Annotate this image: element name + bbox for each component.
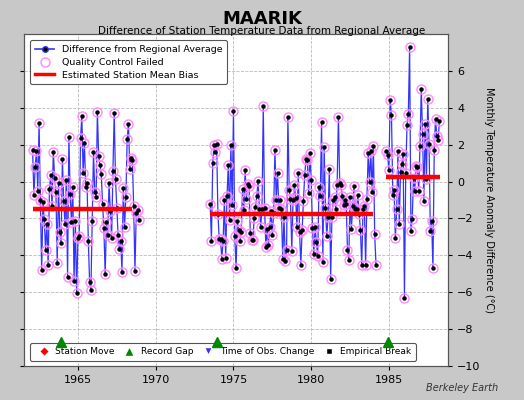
Text: MAARIK: MAARIK [222,10,302,28]
Text: Difference of Station Temperature Data from Regional Average: Difference of Station Temperature Data f… [99,26,425,36]
Legend: Station Move, Record Gap, Time of Obs. Change, Empirical Break: Station Move, Record Gap, Time of Obs. C… [30,343,416,361]
Y-axis label: Monthly Temperature Anomaly Difference (°C): Monthly Temperature Anomaly Difference (… [484,87,494,313]
Text: Berkeley Earth: Berkeley Earth [425,383,498,393]
